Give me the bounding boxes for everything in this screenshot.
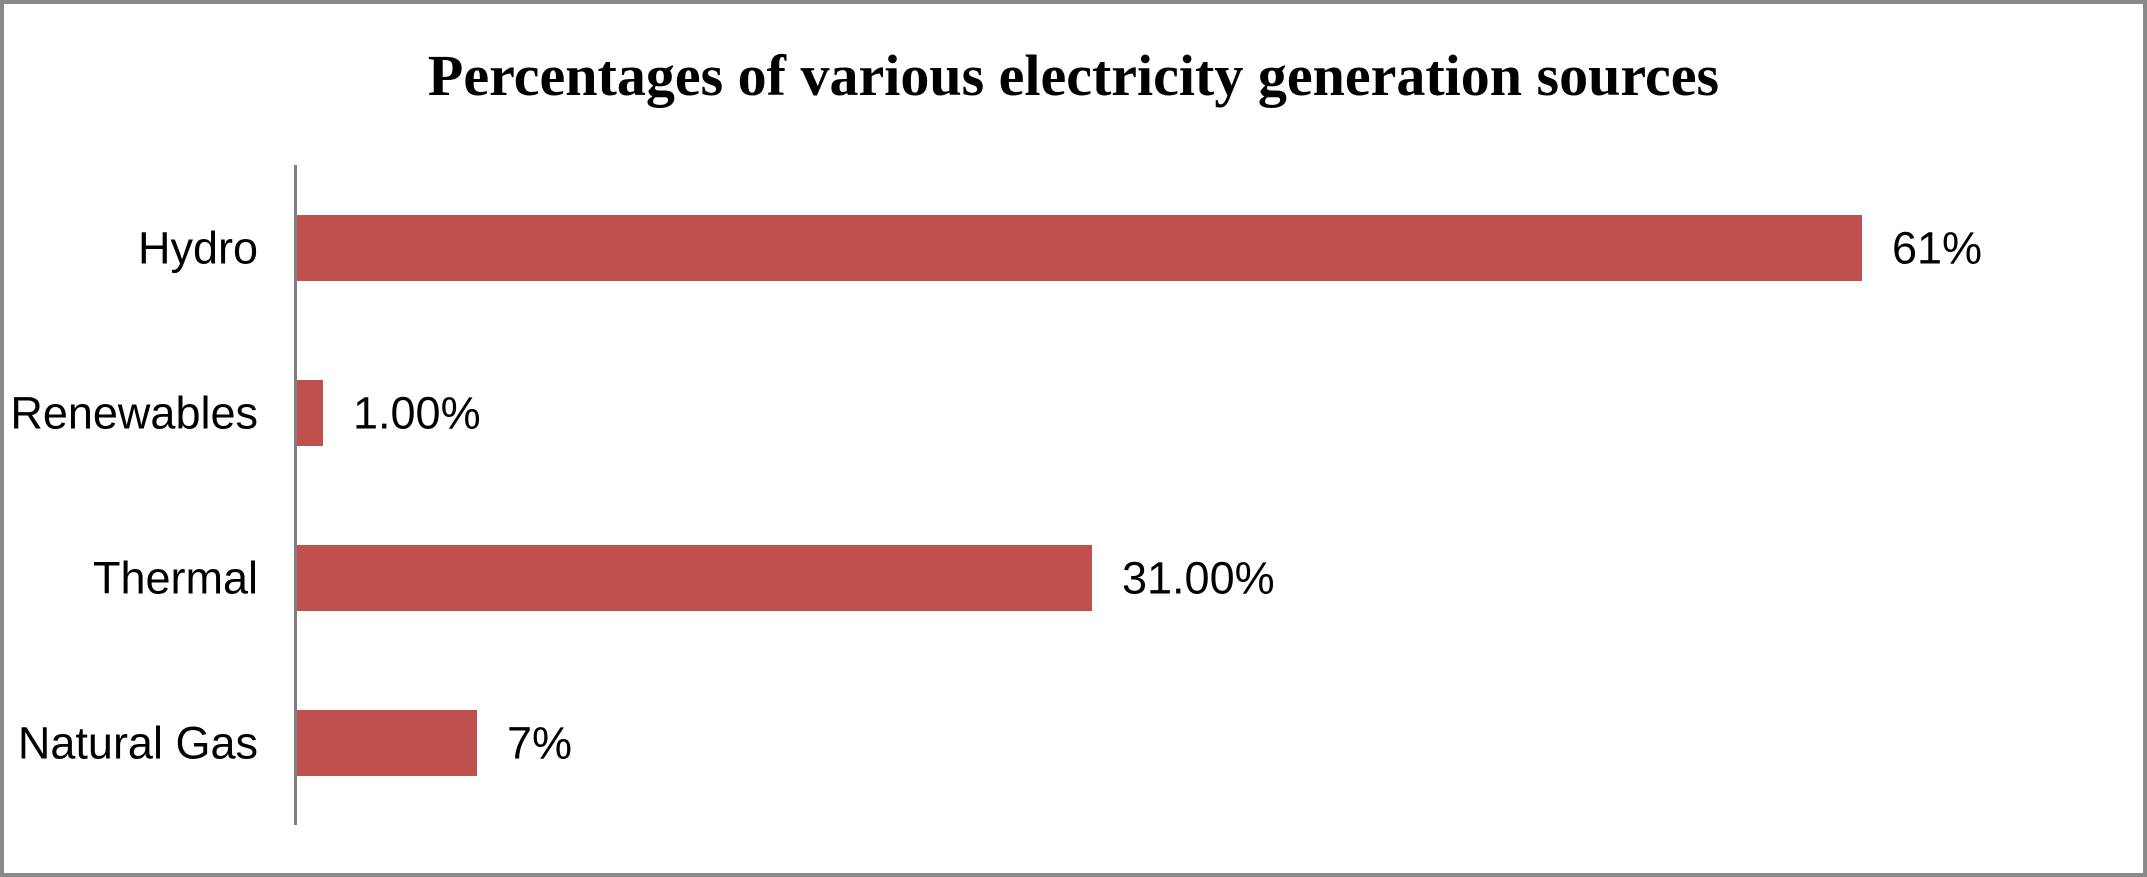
chart-title: Percentages of various electricity gener…: [427, 43, 1720, 108]
value-label-renewables: 1.00%: [353, 387, 481, 438]
bar-hydro: [297, 214, 1862, 281]
plot-area: 61% 1.00% 31.00% 7%: [294, 165, 2104, 825]
category-label-renewables: Renewables: [10, 387, 258, 438]
value-label-natural-gas: 7%: [507, 717, 573, 768]
value-label-hydro: 61%: [1892, 222, 1983, 273]
category-label-hydro: Hydro: [137, 222, 258, 273]
category-label-natural-gas: Natural Gas: [17, 717, 258, 768]
bar-natural-gas: [297, 709, 477, 776]
bar-thermal: [297, 544, 1092, 611]
category-axis-labels: Hydro Renewables Thermal Natural Gas: [4, 165, 258, 825]
value-label-thermal: 31.00%: [1122, 552, 1275, 603]
category-label-thermal: Thermal: [92, 552, 258, 603]
bar-renewables: [297, 379, 323, 446]
y-axis-line: [294, 165, 297, 825]
